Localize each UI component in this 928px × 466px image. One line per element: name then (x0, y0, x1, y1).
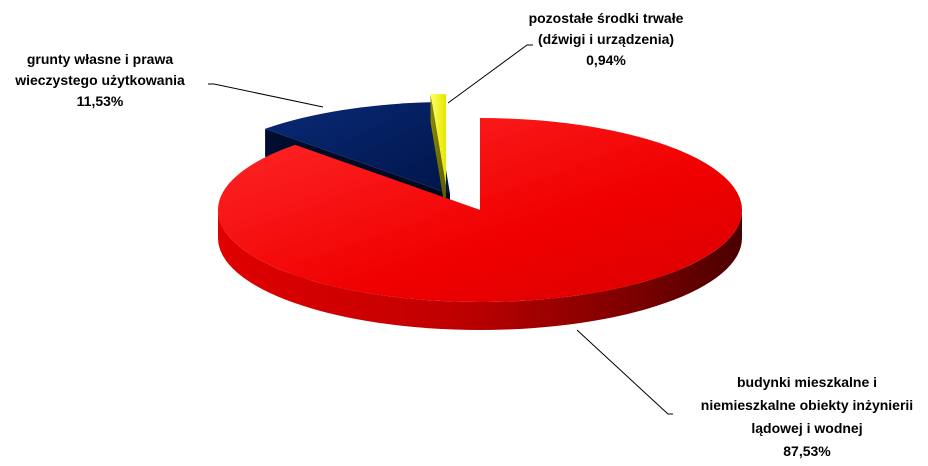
slice-pozostale (430, 94, 446, 214)
leader-line-2 (208, 83, 324, 108)
slice-grunty-top (265, 102, 450, 194)
slice-budynki-top (217, 118, 742, 302)
label-budynki: budynki mieszkalne i niemieszkalne obiekt… (701, 374, 913, 459)
label-grunty-percent: 11,53% (77, 93, 124, 109)
label-budynki-line: niemieszkalne obiekty inżynierii (701, 397, 913, 413)
leader-line-1 (576, 329, 673, 415)
slice-budynki (217, 118, 742, 330)
label-budynki-percent: 87,53% (783, 443, 831, 459)
leader-lines (208, 44, 673, 415)
label-grunty-line: grunty własne i prawa (27, 51, 173, 67)
label-pozostale-percent: 0,94% (586, 52, 626, 68)
pie-slices (217, 94, 742, 330)
leader-line-3 (447, 44, 533, 104)
slice-labels: budynki mieszkalne i niemieszkalne obiekt… (14, 10, 913, 459)
label-pozostale-line: pozostałe środki trwałe (529, 10, 684, 26)
label-grunty: grunty własne i prawa wieczystego użytkow… (14, 51, 185, 109)
slice-budynki-side (218, 210, 742, 330)
label-budynki-line: lądowej i wodnej (751, 420, 862, 436)
label-grunty-line: wieczystego użytkowania (14, 72, 185, 88)
label-budynki-line: budynki mieszkalne i (737, 374, 877, 390)
label-pozostale-line: (dźwigi i urządzenia) (538, 31, 674, 47)
slice-pozostale-face-0 (430, 94, 446, 214)
slice-pozostale-top (430, 94, 446, 186)
label-pozostale: pozostałe środki trwałe (dźwigi i urządze… (529, 10, 684, 68)
